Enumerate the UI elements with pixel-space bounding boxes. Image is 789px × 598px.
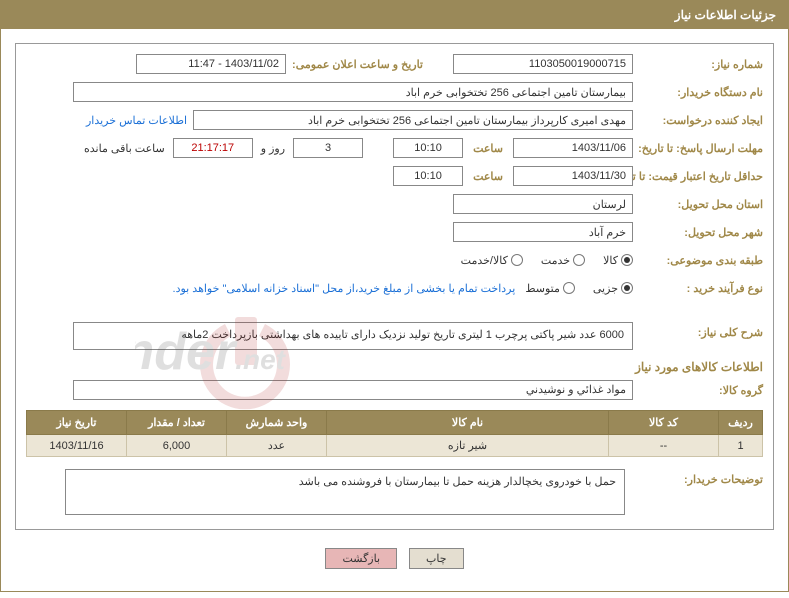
announce-dt-field: 1403/11/02 - 11:47 — [136, 54, 286, 74]
category-option-0[interactable]: کالا — [603, 254, 633, 267]
requester-label: ایجاد کننده درخواست: — [633, 114, 763, 127]
price-validity-label: حداقل تاریخ اعتبار قیمت: تا تاریخ: — [633, 170, 763, 183]
hour-label-1: ساعت — [463, 142, 513, 155]
requester-field: مهدی امیری کارپرداز بیمارستان تامین اجتم… — [193, 110, 633, 130]
th-name: نام کالا — [327, 411, 609, 435]
province-label: استان محل تحویل: — [633, 198, 763, 211]
item-group-field: مواد غذائي و نوشيدني — [73, 380, 633, 400]
price-date-field: 1403/11/30 — [513, 166, 633, 186]
general-desc-label: شرح کلی نیاز: — [633, 322, 763, 339]
buyer-notes-field: حمل با خودروی یخچالدار هزینه حمل تا بیما… — [65, 469, 625, 515]
purchase-type-label: نوع فرآیند خرید : — [633, 282, 763, 295]
th-code: کد کالا — [609, 411, 719, 435]
cell-date: 1403/11/16 — [27, 435, 127, 457]
radio-icon — [621, 254, 633, 266]
radio-icon — [563, 282, 575, 294]
radio-label: خدمت — [541, 254, 570, 267]
th-unit: واحد شمارش — [227, 411, 327, 435]
category-label: طبقه بندی موضوعی: — [633, 254, 763, 267]
th-row: ردیف — [719, 411, 763, 435]
items-section-title: اطلاعات کالاهای مورد نیاز — [26, 360, 763, 374]
countdown-field: 21:17:17 — [173, 138, 253, 158]
buyer-org-label: نام دستگاه خریدار: — [633, 86, 763, 99]
category-radio-group: کالا خدمت کالا/خدمت — [461, 254, 633, 267]
item-group-label: گروه کالا: — [633, 384, 763, 397]
radio-label: جزیی — [593, 282, 618, 295]
buyer-org-field: بیمارستان تامین اجتماعی 256 تختخوابی خرم… — [73, 82, 633, 102]
days-and-label: روز و — [253, 142, 293, 155]
table-row: 1--شیر تازهعدد6,0001403/11/16 — [27, 435, 763, 457]
purchase-radio-group: جزیی متوسط — [525, 282, 633, 295]
return-button[interactable]: بازگشت — [325, 548, 397, 569]
radio-icon — [621, 282, 633, 294]
province-field: لرستان — [453, 194, 633, 214]
resp-time-field: 10:10 — [393, 138, 463, 158]
purchase-option-0[interactable]: جزیی — [593, 282, 633, 295]
hour-label-2: ساعت — [463, 170, 513, 183]
radio-icon — [573, 254, 585, 266]
city-field: خرم آباد — [453, 222, 633, 242]
th-qty: تعداد / مقدار — [127, 411, 227, 435]
action-bar: چاپ بازگشت — [15, 542, 774, 581]
city-label: شهر محل تحویل: — [633, 226, 763, 239]
contact-link[interactable]: اطلاعات تماس خریدار — [86, 114, 187, 127]
payment-note: پرداخت تمام یا بخشی از مبلغ خرید،از محل … — [173, 282, 516, 295]
print-button[interactable]: چاپ — [409, 548, 464, 569]
panel-header: جزئیات اطلاعات نیاز — [1, 1, 788, 29]
main-form: شماره نیاز: 1103050019000715 تاریخ و ساع… — [15, 43, 774, 530]
category-option-1[interactable]: خدمت — [541, 254, 585, 267]
need-no-label: شماره نیاز: — [633, 58, 763, 71]
th-date: تاریخ نیاز — [27, 411, 127, 435]
cell-name: شیر تازه — [327, 435, 609, 457]
cell-code: -- — [609, 435, 719, 457]
radio-label: کالا — [603, 254, 618, 267]
resp-date-field: 1403/11/06 — [513, 138, 633, 158]
cell-unit: عدد — [227, 435, 327, 457]
items-table: ردیف کد کالا نام کالا واحد شمارش تعداد /… — [26, 410, 763, 457]
resp-deadline-label: مهلت ارسال پاسخ: تا تاریخ: — [633, 142, 763, 155]
radio-icon — [511, 254, 523, 266]
cell-row: 1 — [719, 435, 763, 457]
header-title: جزئیات اطلاعات نیاز — [675, 8, 776, 22]
remaining-label: ساعت باقی مانده — [84, 142, 173, 155]
days-left-field: 3 — [293, 138, 363, 158]
purchase-option-1[interactable]: متوسط — [525, 282, 575, 295]
radio-label: متوسط — [525, 282, 560, 295]
cell-qty: 6,000 — [127, 435, 227, 457]
buyer-notes-label: توضیحات خریدار: — [633, 469, 763, 486]
need-no-field: 1103050019000715 — [453, 54, 633, 74]
radio-label: کالا/خدمت — [461, 254, 508, 267]
price-time-field: 10:10 — [393, 166, 463, 186]
general-desc-field: 6000 عدد شیر پاکتی پرچرب 1 لیتری تاریخ ت… — [73, 322, 633, 350]
announce-dt-label: تاریخ و ساعت اعلان عمومی: — [286, 58, 423, 71]
category-option-2[interactable]: کالا/خدمت — [461, 254, 523, 267]
